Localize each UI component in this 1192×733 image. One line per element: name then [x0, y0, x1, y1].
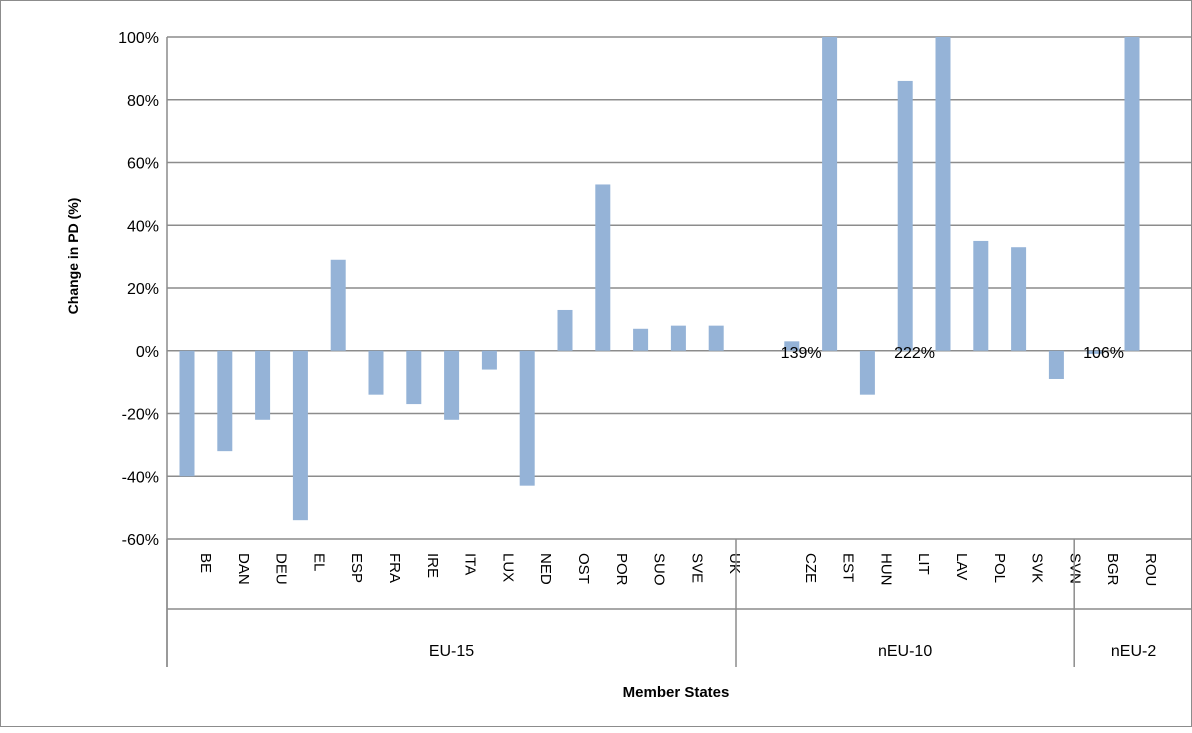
y-axis-label: Change in PD (%)	[65, 198, 81, 315]
bar	[708, 325, 724, 351]
bar	[1086, 350, 1102, 354]
x-group-label: nEU-10	[878, 643, 932, 660]
bar	[935, 37, 951, 351]
x-tick-label: EL	[310, 553, 327, 571]
bar	[519, 350, 535, 486]
x-tick-label: LAV	[953, 553, 970, 580]
bar	[822, 37, 838, 351]
bar	[670, 325, 686, 351]
y-tick-label: 100%	[118, 30, 159, 47]
x-tick-label: IRE	[424, 553, 441, 578]
bar	[1124, 37, 1140, 351]
bar	[897, 80, 913, 351]
x-tick-label: SVK	[1029, 553, 1046, 583]
bar	[179, 350, 195, 477]
bar-annotations: 139% 222% 106%	[781, 345, 1124, 362]
bar	[368, 350, 384, 395]
bar	[595, 184, 611, 351]
y-tick-label: -60%	[122, 532, 159, 549]
x-group-label: EU-15	[429, 643, 474, 660]
x-tick-label: LUX	[499, 553, 516, 582]
bars	[179, 37, 1140, 521]
bar-value-label: 106%	[1083, 345, 1124, 362]
x-tick-label: FRA	[386, 553, 403, 583]
y-tick-label: -20%	[122, 407, 159, 424]
bar	[973, 240, 989, 351]
x-axis-label: Member States	[623, 684, 730, 701]
bar-value-label: 139%	[781, 345, 822, 362]
x-tick-label: UK	[726, 553, 743, 574]
x-tick-label: POL	[991, 553, 1008, 583]
bar	[217, 350, 233, 452]
x-tick-label: POR	[613, 553, 630, 586]
bar	[406, 350, 422, 405]
bar	[1048, 350, 1064, 379]
x-group-label: nEU-2	[1111, 643, 1156, 660]
y-axis-ticks: -60% -40% -20% 0% 20% 40% 60% 80% 100%	[118, 30, 159, 549]
x-tick-label: BGR	[1104, 553, 1121, 586]
gridlines	[167, 36, 1192, 540]
bar-value-label: 222%	[894, 345, 935, 362]
y-tick-label: -40%	[122, 469, 159, 486]
bar	[557, 309, 573, 351]
x-tick-label: LIT	[915, 553, 932, 575]
x-tick-label: DAN	[235, 553, 252, 585]
bar	[292, 350, 308, 521]
y-tick-label: 80%	[127, 93, 159, 110]
bar	[633, 328, 649, 351]
x-tick-label: SVE	[688, 553, 705, 583]
x-tick-label: ITA	[462, 553, 479, 575]
x-tick-label: CZE	[802, 553, 819, 583]
x-tick-label: EST	[840, 553, 857, 582]
bar	[330, 259, 346, 351]
bar	[784, 341, 800, 351]
bar	[255, 350, 271, 420]
y-tick-label: 60%	[127, 156, 159, 173]
y-tick-label: 0%	[136, 344, 159, 361]
x-tick-label: SUO	[651, 553, 668, 586]
x-axis: BE DAN DEU EL ESP FRA IRE ITA LUX NED OST POR SUO SVE…	[166, 37, 1192, 667]
x-tick-label: ROU	[1142, 553, 1159, 586]
bar	[859, 350, 875, 395]
x-tick-label: OST	[575, 553, 592, 584]
y-tick-label: 20%	[127, 281, 159, 298]
bar	[481, 350, 497, 370]
x-tick-label: HUN	[877, 553, 894, 586]
x-tick-label: ESP	[348, 553, 365, 583]
bar	[1011, 247, 1027, 351]
x-tick-label: DEU	[273, 553, 290, 585]
x-tick-label: NED	[537, 553, 554, 585]
y-tick-label: 40%	[127, 218, 159, 235]
x-tick-label: BE	[197, 553, 214, 573]
bar	[444, 350, 460, 420]
